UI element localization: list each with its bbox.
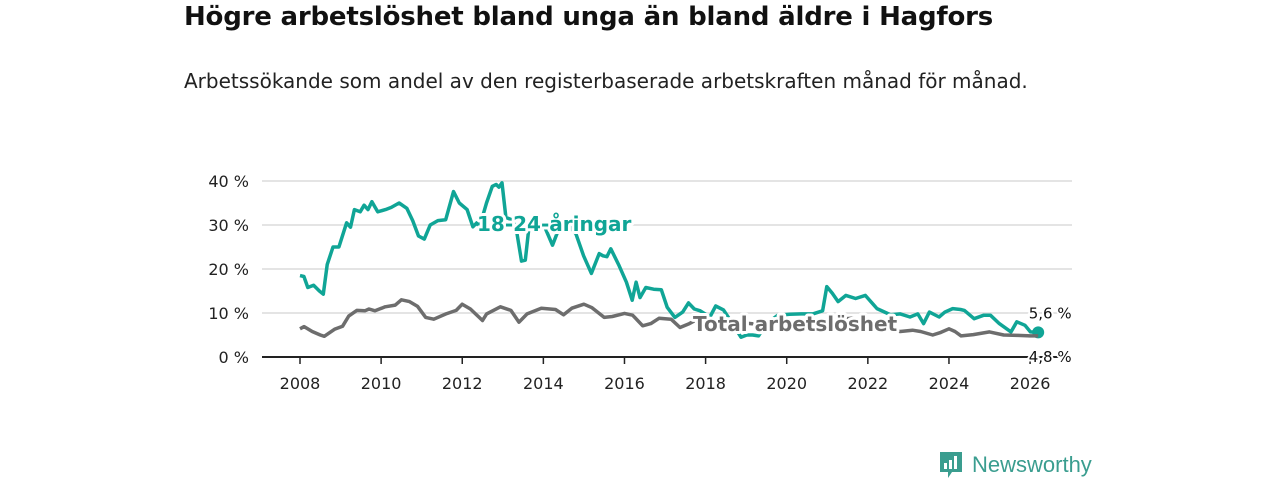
chart-title: Högre arbetslöshet bland unga än bland ä… [184, 2, 994, 32]
x-tick-label: 2018 [685, 374, 726, 393]
end-value-label: 5,6 % [1029, 304, 1072, 322]
logo-text: Newsworthy [972, 452, 1092, 477]
y-tick-label: 20 % [208, 260, 249, 279]
x-tick-label: 2008 [280, 374, 321, 393]
x-tick-label: 2010 [361, 374, 402, 393]
newsworthy-logo-icon [940, 452, 962, 478]
x-tick-label: 2012 [442, 374, 483, 393]
series-line-total [299, 298, 1039, 339]
y-tick-label: 30 % [208, 216, 249, 235]
series-line-youth [299, 181, 1039, 339]
x-tick-label: 2016 [604, 374, 645, 393]
x-tick-label: 2020 [766, 374, 807, 393]
chart-subtitle: Arbetssökande som andel av den registerb… [184, 69, 1028, 93]
x-tick-label: 2022 [847, 374, 888, 393]
y-tick-label: 0 % [219, 348, 249, 367]
end-value-label: 4,8 % [1029, 348, 1072, 366]
x-tick-label: 2026 [1010, 374, 1051, 393]
x-tick-label: 2014 [523, 374, 564, 393]
x-tick-label: 2024 [929, 374, 970, 393]
y-tick-label: 10 % [208, 304, 249, 323]
newsworthy-logo: Newsworthy [938, 450, 1092, 480]
series-label-youth: 18-24-åringar [477, 212, 632, 236]
series-label-total: Total arbetslöshet [693, 312, 898, 336]
y-tick-label: 40 % [208, 172, 249, 191]
